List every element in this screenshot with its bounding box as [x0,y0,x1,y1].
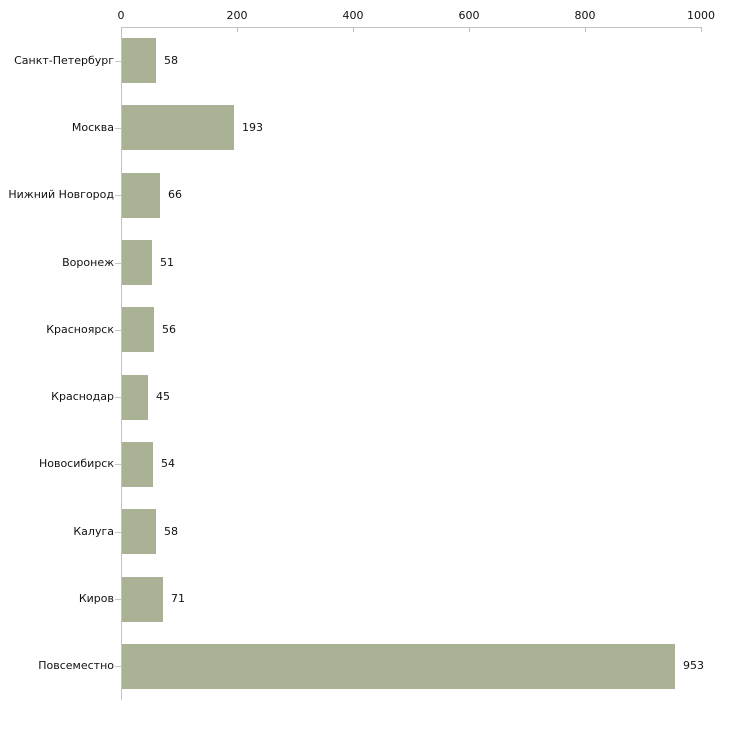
category-label: Калуга [73,524,114,538]
y-axis-tick-mark [115,464,121,466]
y-axis-tick-mark [115,531,121,533]
x-axis-tick-mark [585,28,586,32]
x-axis-tick-mark [353,28,354,32]
bar-2 [122,105,234,151]
bar-4 [122,240,152,286]
x-axis-tick-mark [701,28,702,32]
y-axis-tick-mark [115,127,121,129]
category-label: Нижний Новгород [8,188,114,202]
y-axis-tick-mark [115,397,121,399]
bar-10 [122,643,675,689]
x-axis-tick-mark [469,28,470,32]
category-label: Москва [71,120,114,134]
category-label: Санкт-Петербург [14,53,114,67]
category-label: Новосибирск [38,457,114,471]
bar-value-label: 58 [164,524,178,538]
y-axis-tick-mark [115,262,121,264]
bar-value-label: 51 [160,255,174,269]
bar-7 [122,441,153,487]
bar-5 [122,307,154,353]
category-label: Воронеж [62,255,114,269]
category-label: Киров [78,592,114,606]
bar-value-label: 45 [156,390,170,404]
x-axis-tick-label: 600 [458,9,480,22]
x-axis-line [121,27,702,28]
bar-value-label: 56 [162,322,176,336]
category-label: Краснодар [51,390,114,404]
category-label: Красноярск [46,322,114,336]
bar-value-label: 71 [171,592,185,606]
bar-value-label: 54 [161,457,175,471]
bar-3 [122,172,160,218]
y-axis-tick-mark [115,666,121,668]
x-axis-tick-label: 800 [574,9,596,22]
x-axis-tick-label: 400 [342,9,364,22]
y-axis-line [121,27,122,700]
bar-value-label: 953 [683,659,704,673]
x-axis-tick-mark [237,28,238,32]
bar-value-label: 58 [164,53,178,67]
y-axis-tick-mark [115,329,121,331]
y-axis-tick-mark [115,599,121,601]
bar-value-label: 66 [168,188,182,202]
category-label: Повсеместно [38,659,114,673]
bar-6 [122,374,148,420]
bar-1 [122,38,156,84]
x-axis-tick-label: 0 [117,9,125,22]
bar-8 [122,509,156,555]
bar-9 [122,576,163,622]
x-axis-tick-mark [121,28,122,32]
x-axis-tick-label: 200 [226,9,248,22]
y-axis-tick-mark [115,195,121,197]
bar-value-label: 193 [242,120,263,134]
y-axis-tick-mark [115,60,121,62]
x-axis-tick-label: 1000 [687,9,715,22]
